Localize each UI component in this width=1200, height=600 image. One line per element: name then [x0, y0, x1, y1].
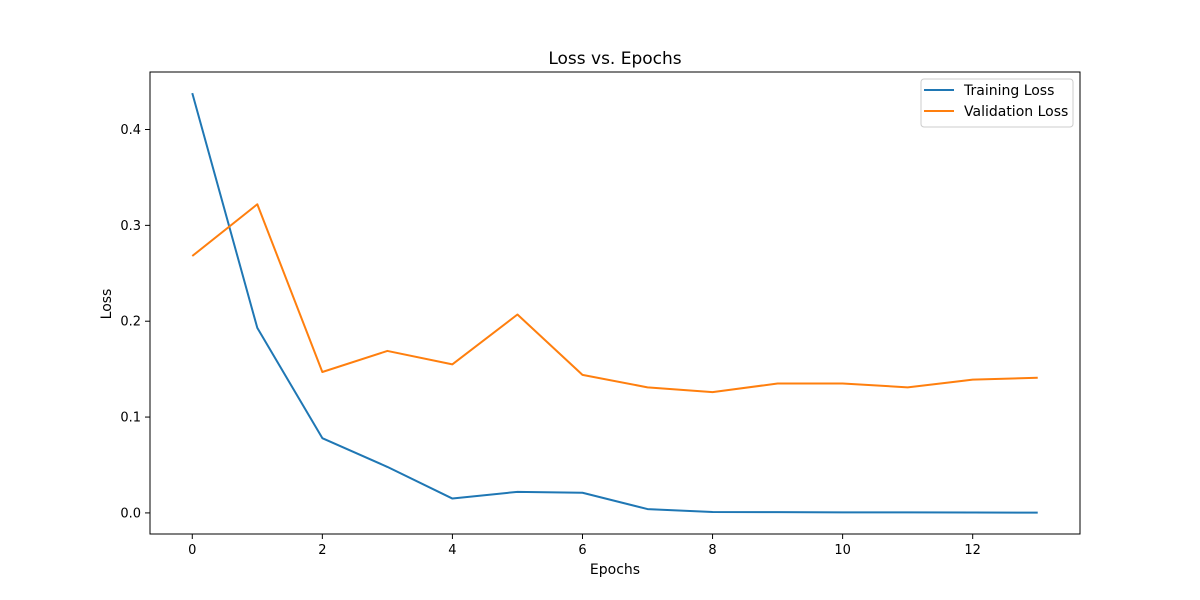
- legend-label: Training Loss: [963, 83, 1054, 99]
- x-tick-label: 8: [708, 543, 716, 558]
- legend-box: [920, 78, 1074, 128]
- x-axis-ticks: 0 2 4 6 8 10 12: [188, 534, 981, 558]
- y-tick-label: 0.0: [120, 506, 141, 521]
- y-tick-label: 0.4: [120, 123, 141, 138]
- series-line-validation-loss: [191, 203, 1038, 394]
- series-layer: [191, 92, 1038, 514]
- x-tick-label: 4: [448, 543, 456, 558]
- y-tick-label: 0.2: [120, 315, 141, 330]
- legend: Training Loss Validation Loss: [920, 78, 1074, 128]
- plot-frame: [149, 71, 1081, 535]
- y-axis-ticks: 0.0 0.1 0.2 0.3 0.4: [120, 123, 150, 521]
- y-tick-label: 0.1: [120, 411, 141, 426]
- chart-title: Loss vs. Epochs: [548, 49, 681, 69]
- legend-label: Validation Loss: [964, 104, 1068, 120]
- series-line-training-loss: [191, 92, 1038, 514]
- x-tick-label: 12: [964, 543, 981, 558]
- plot-area: [149, 71, 1081, 535]
- x-tick-label: 10: [834, 543, 851, 558]
- y-tick-label: 0.3: [120, 219, 141, 234]
- x-axis-label: Epochs: [590, 562, 640, 578]
- x-tick-label: 6: [578, 543, 586, 558]
- x-tick-label: 2: [318, 543, 326, 558]
- x-tick-label: 0: [188, 543, 196, 558]
- y-axis-label: Loss: [99, 289, 115, 320]
